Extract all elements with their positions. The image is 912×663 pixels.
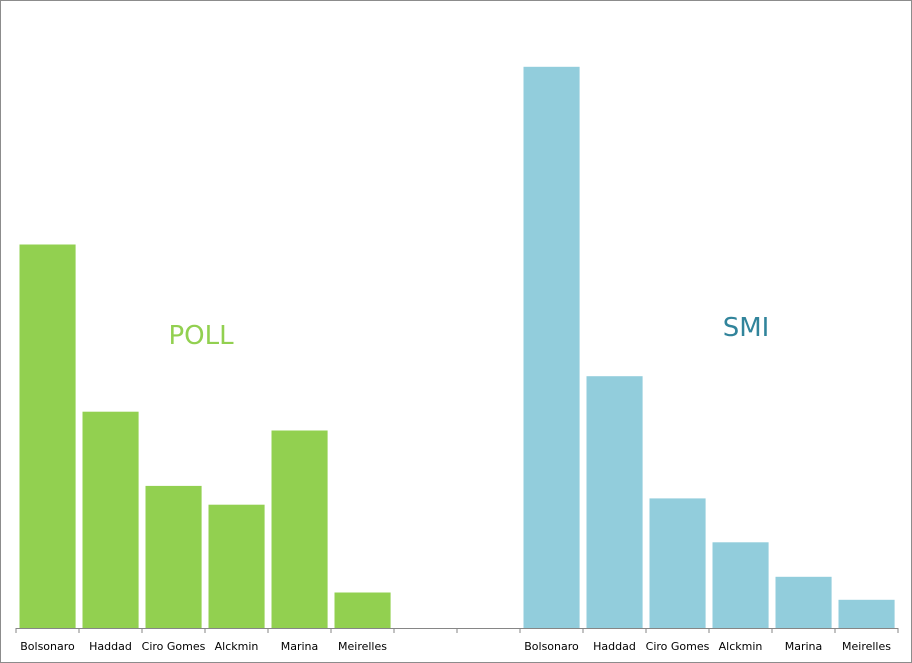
smi-series-annotation: SMI xyxy=(723,313,770,343)
x-tick-label: Bolsonaro xyxy=(20,640,75,653)
bar-poll-alckmin xyxy=(208,504,265,628)
poll-series-annotation: POLL xyxy=(168,321,234,351)
bar-poll-meirelles xyxy=(334,592,391,628)
bar-poll-haddad xyxy=(82,411,139,628)
x-tick-label: Alckmin xyxy=(719,640,763,653)
x-tick-label: Marina xyxy=(281,640,319,653)
x-axis xyxy=(15,628,899,633)
bar-poll-marina xyxy=(271,430,328,628)
bar-poll-bolsonaro xyxy=(19,244,76,628)
bar-poll-ciro-gomes xyxy=(145,485,202,628)
bar-smi-alckmin xyxy=(712,542,769,628)
x-tick-label: Ciro Gomes xyxy=(142,640,206,653)
bar-smi-ciro-gomes xyxy=(649,498,706,628)
bars-layer xyxy=(19,66,895,629)
x-tick-label: Haddad xyxy=(89,640,132,653)
x-tick-label: Ciro Gomes xyxy=(646,640,710,653)
x-tick-label: Marina xyxy=(785,640,823,653)
x-tick-label: Haddad xyxy=(593,640,636,653)
x-tick-label: Bolsonaro xyxy=(524,640,579,653)
x-tick-label: Meirelles xyxy=(338,640,387,653)
bar-smi-bolsonaro xyxy=(523,66,580,629)
category-labels: Bolsonaro Haddad Ciro Gomes Alckmin Marina Me… xyxy=(20,640,891,653)
bar-smi-haddad xyxy=(586,376,643,628)
x-tick-label: Meirelles xyxy=(842,640,891,653)
bar-smi-marina xyxy=(775,576,832,628)
x-tick-label: Alckmin xyxy=(215,640,259,653)
bar-smi-meirelles xyxy=(838,599,895,628)
